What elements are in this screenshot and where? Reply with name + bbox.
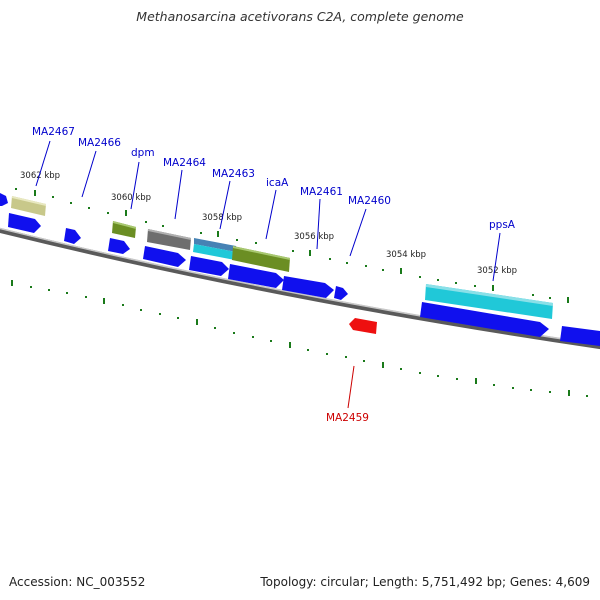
- gene-label-ma2467[interactable]: MA2467: [32, 126, 75, 138]
- gene-label-ma2463[interactable]: MA2463: [212, 168, 255, 180]
- gene-label-ma2460[interactable]: MA2460: [348, 195, 391, 207]
- gene-arrow[interactable]: [0, 193, 8, 206]
- map-title: Methanosarcina acetivorans C2A, complete…: [136, 9, 464, 24]
- gene-arrow[interactable]: [8, 213, 41, 233]
- gene-label-ma2461[interactable]: MA2461: [300, 186, 343, 198]
- lower-tick-marks: [11, 280, 588, 397]
- genome-summary-text: Topology: circular; Length: 5,751,492 bp…: [260, 575, 590, 589]
- upper-tick-marks: [15, 188, 569, 303]
- kbp-tick-label: 3060 kbp: [111, 193, 151, 203]
- gene-arrow[interactable]: [420, 302, 549, 337]
- gene-arrow[interactable]: [189, 256, 229, 276]
- gene-arrow[interactable]: [560, 326, 600, 346]
- gene-label-icaa[interactable]: icaA: [266, 177, 289, 189]
- gene-arrow[interactable]: [64, 228, 81, 244]
- gene-arrow[interactable]: [108, 238, 130, 254]
- gene-label-ma2464[interactable]: MA2464: [163, 157, 206, 169]
- feature-bar-khaki[interactable]: [11, 196, 46, 216]
- gene-arrow[interactable]: [334, 286, 348, 300]
- feature-bar-cyan-ppsa[interactable]: [425, 284, 553, 319]
- gene-label-ma2466[interactable]: MA2466: [78, 137, 121, 149]
- feature-bar-olive-dpm[interactable]: [112, 221, 136, 238]
- gene-arrow[interactable]: [282, 276, 334, 298]
- feature-bar-steel[interactable]: [193, 238, 236, 260]
- gene-label-dpm[interactable]: dpm: [131, 147, 155, 159]
- chromosome-backbone: [0, 227, 600, 350]
- kbp-tick-label: 3056 kbp: [294, 232, 334, 242]
- gene-arrow[interactable]: [228, 264, 284, 288]
- reverse-gene-arrow-ma2459[interactable]: [349, 318, 377, 334]
- forward-genes: [0, 193, 600, 346]
- kbp-tick-label: 3052 kbp: [477, 266, 517, 276]
- accession-text: Accession: NC_003552: [9, 575, 146, 589]
- feature-bar-olive-icaa[interactable]: [232, 246, 290, 272]
- feature-bar-grey[interactable]: [147, 229, 191, 250]
- gene-label-ma2459[interactable]: MA2459: [326, 412, 369, 424]
- gene-label-ppsa[interactable]: ppsA: [489, 219, 516, 231]
- kbp-tick-label: 3062 kbp: [20, 171, 60, 181]
- kbp-tick-label: 3054 kbp: [386, 250, 426, 260]
- gene-arrow[interactable]: [143, 246, 186, 267]
- label-leader-lines: [35, 140, 501, 409]
